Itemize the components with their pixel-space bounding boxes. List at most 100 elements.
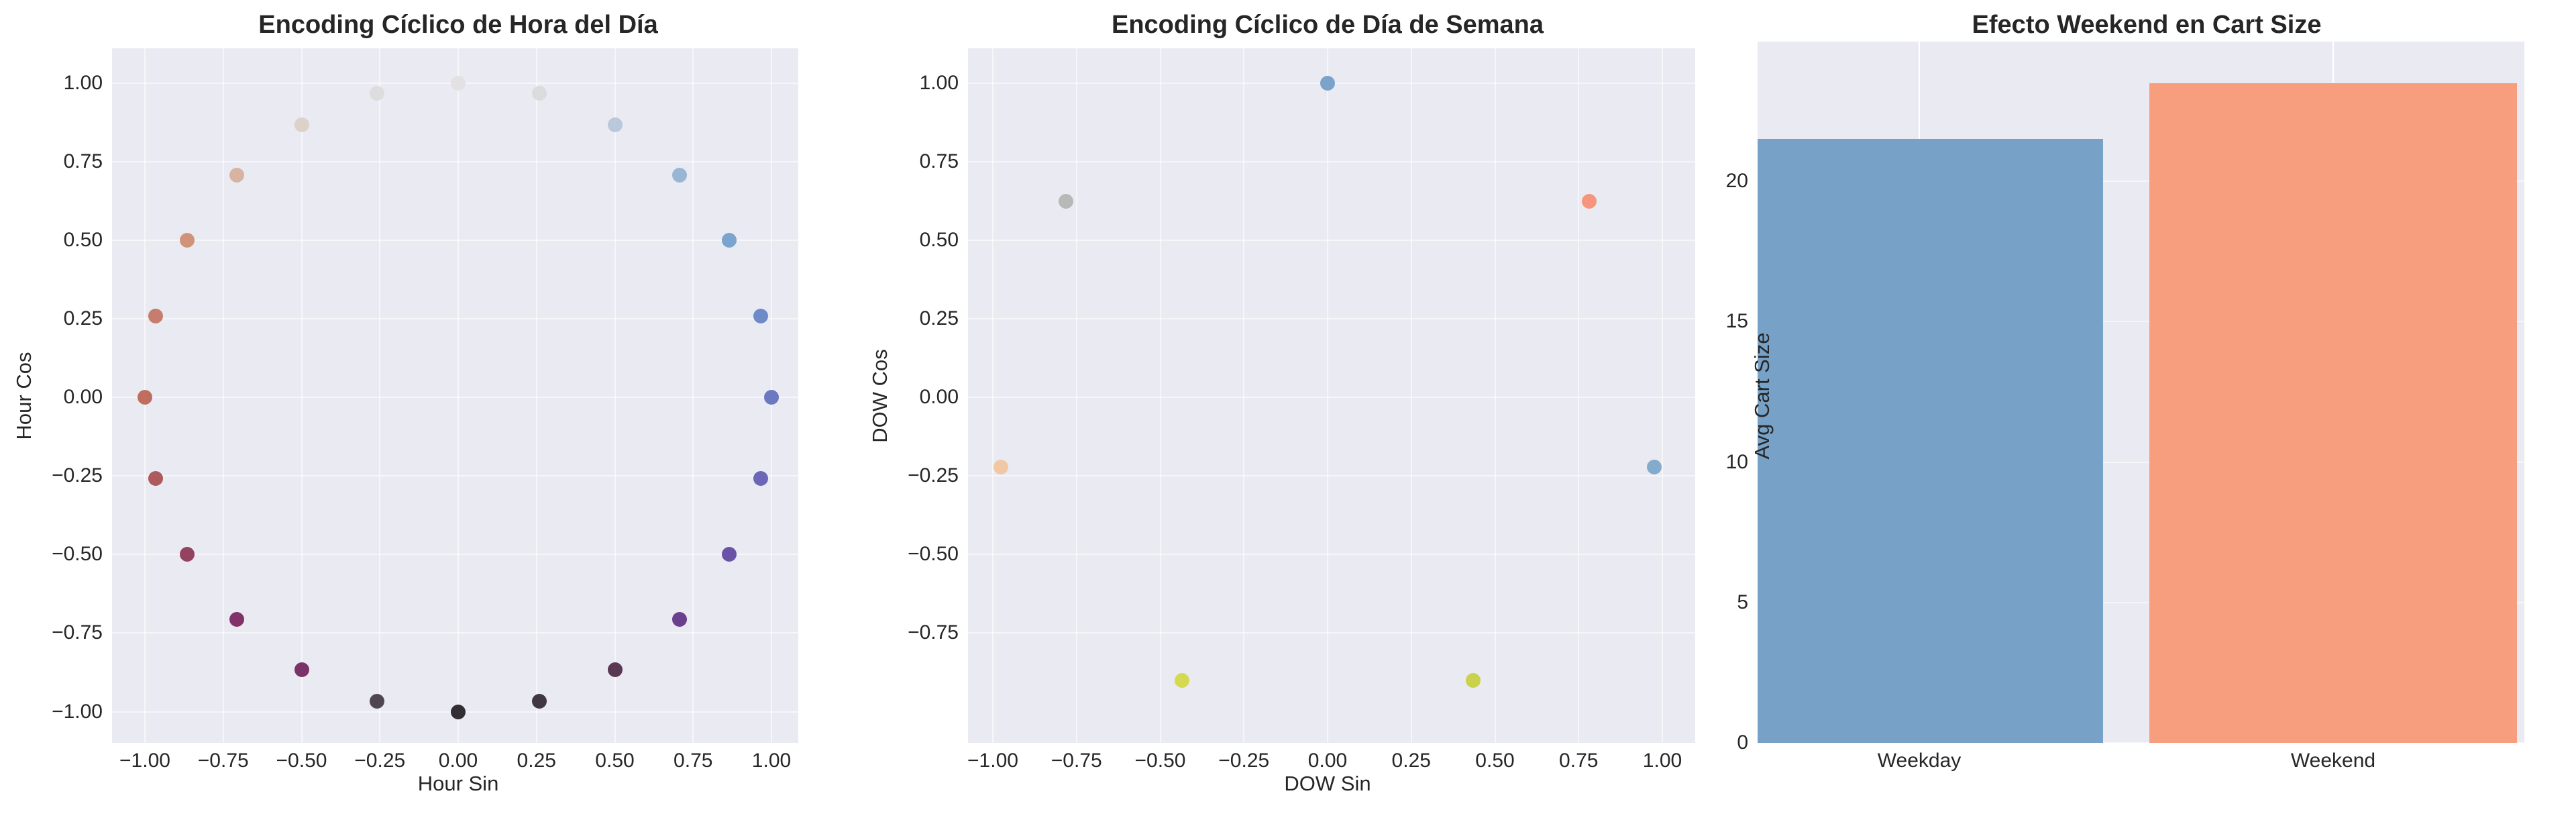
bar-weekday: [1758, 139, 2103, 743]
x-tick-label: 0.50: [1475, 750, 1515, 772]
dow-encoding-panel: Encoding Cíclico de Día de Semana DOW Co…: [868, 11, 1695, 795]
grid-line-vertical: [1494, 48, 1496, 743]
x-tick-label: 0.50: [595, 750, 635, 772]
data-point: [764, 390, 779, 405]
y-axis-label: Avg Cart Size: [1750, 332, 1774, 460]
y-tick-label: 0: [1737, 731, 1748, 754]
hour-scatter-plot-area: [112, 48, 798, 743]
bar-weekend: [2149, 83, 2517, 743]
grid-line-vertical: [1662, 48, 1663, 743]
hour-encoding-panel: Encoding Cíclico de Hora del Día Hour Co…: [0, 0, 859, 818]
data-point: [229, 612, 244, 627]
bar-plot-area: [1758, 42, 2524, 743]
chart-title: Efecto Weekend en Cart Size: [1972, 11, 2322, 39]
data-point: [1465, 673, 1481, 688]
y-tick-label: 0.25: [63, 307, 103, 329]
grid-line-vertical: [1243, 48, 1245, 743]
x-tick-label: −1.00: [119, 750, 170, 772]
data-point: [722, 547, 737, 562]
grid-line-horizontal: [968, 475, 1695, 477]
y-tick-label: 20: [1725, 170, 1748, 192]
data-point: [294, 662, 309, 677]
y-tick-label: 0.50: [63, 228, 103, 251]
grid-line-vertical: [222, 48, 224, 743]
data-point: [1320, 75, 1335, 91]
data-point: [1646, 460, 1662, 475]
grid-line-horizontal: [1758, 321, 2524, 323]
dow-scatter-plot-area: [968, 48, 1695, 743]
data-point: [148, 471, 163, 487]
data-point: [451, 704, 466, 719]
y-tick-label: 1.00: [63, 71, 103, 94]
x-tick-label: 0.75: [1559, 750, 1599, 772]
y-tick-label: 1.00: [919, 71, 959, 94]
data-point: [672, 612, 688, 627]
y-tick-label: 5: [1737, 591, 1748, 613]
grid-line-horizontal: [1758, 181, 2524, 182]
x-tick-label: −1.00: [967, 750, 1018, 772]
y-tick-label: −0.25: [52, 464, 103, 487]
grid-line-horizontal: [1758, 461, 2524, 463]
y-tick-label: 0.00: [919, 386, 959, 408]
data-point: [531, 86, 547, 101]
grid-line-horizontal: [112, 317, 798, 319]
data-point: [179, 547, 195, 562]
x-tick-label: Weekend: [2290, 750, 2376, 772]
chart-title: Encoding Cíclico de Día de Semana: [1111, 11, 1544, 39]
grid-line-horizontal: [112, 632, 798, 634]
grid-line-horizontal: [112, 554, 798, 556]
data-point: [148, 308, 163, 323]
data-point: [607, 117, 623, 133]
y-tick-label: 0.75: [63, 150, 103, 172]
y-tick-label: 0.25: [919, 307, 959, 329]
grid-line-horizontal: [112, 160, 798, 162]
grid-line-horizontal: [1758, 601, 2524, 603]
chart-title: Encoding Cíclico de Hora del Día: [258, 11, 658, 39]
data-point: [294, 117, 309, 133]
data-point: [1058, 194, 1073, 209]
y-tick-label: −0.50: [52, 543, 103, 566]
grid-line-vertical: [535, 48, 537, 743]
data-point: [1175, 673, 1190, 688]
y-tick-label: −1.00: [52, 700, 103, 723]
x-tick-label: −0.75: [197, 750, 249, 772]
x-tick-label: −0.50: [276, 750, 327, 772]
data-point: [370, 86, 385, 101]
x-tick-label: 1.00: [751, 750, 792, 772]
grid-line-horizontal: [112, 475, 798, 477]
data-point: [229, 167, 244, 183]
data-point: [994, 460, 1009, 475]
y-tick-label: 10: [1725, 450, 1748, 473]
grid-line-vertical: [1410, 48, 1412, 743]
data-point: [722, 232, 737, 248]
x-tick-label: Weekday: [1877, 750, 1962, 772]
data-point: [451, 75, 466, 91]
x-tick-label: 0.75: [674, 750, 713, 772]
data-point: [531, 693, 547, 709]
grid-line-vertical: [692, 48, 694, 743]
data-point: [179, 232, 195, 248]
data-point: [753, 471, 769, 487]
grid-line-vertical: [1075, 48, 1077, 743]
grid-line-vertical: [1327, 48, 1328, 743]
x-tick-label: 0.25: [517, 750, 556, 772]
x-tick-label: −0.50: [1134, 750, 1186, 772]
grid-line-vertical: [1578, 48, 1580, 743]
x-axis-label: DOW Sin: [1284, 772, 1371, 795]
y-tick-label: 15: [1725, 310, 1748, 333]
grid-line-vertical: [458, 48, 459, 743]
y-tick-label: 0.50: [919, 228, 959, 251]
x-tick-label: 0.25: [1391, 750, 1431, 772]
grid-line-horizontal: [968, 397, 1695, 398]
grid-line-horizontal: [968, 239, 1695, 241]
grid-line-vertical: [379, 48, 381, 743]
x-tick-label: −0.25: [1218, 750, 1270, 772]
data-point: [672, 167, 688, 183]
y-tick-label: 0.75: [919, 150, 959, 172]
y-tick-label: −0.50: [908, 543, 959, 566]
grid-line-horizontal: [112, 397, 798, 398]
x-tick-label: −0.75: [1051, 750, 1102, 772]
grid-line-vertical: [1159, 48, 1161, 743]
y-tick-label: 0.00: [63, 386, 103, 408]
grid-line-horizontal: [968, 317, 1695, 319]
